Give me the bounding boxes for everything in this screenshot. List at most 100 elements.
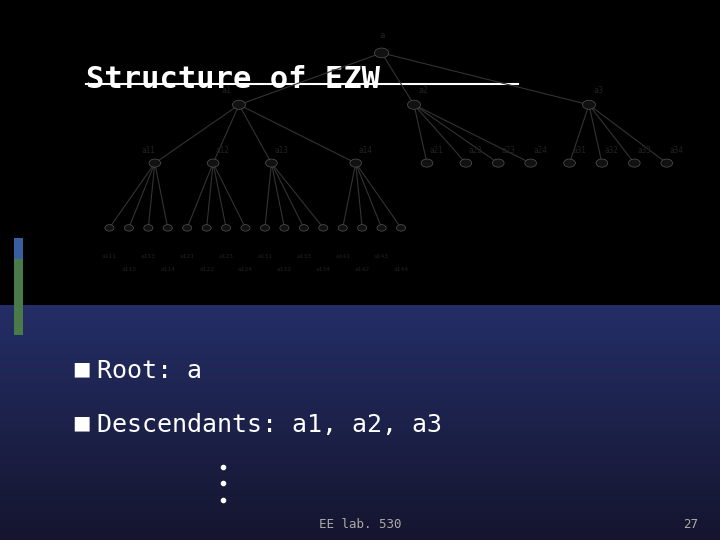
Text: a13: a13	[274, 146, 288, 155]
Bar	[0, 448, 720, 450]
Bar	[0, 389, 720, 392]
Bar	[0, 418, 720, 421]
Ellipse shape	[377, 225, 386, 231]
Bar	[0, 481, 720, 483]
Bar	[0, 495, 720, 497]
Bar	[0, 344, 720, 347]
Ellipse shape	[564, 159, 575, 167]
Bar	[0, 336, 720, 339]
Bar	[0, 422, 720, 425]
Bar	[0, 395, 720, 397]
Bar	[0, 372, 720, 374]
Bar	[0, 362, 720, 364]
Bar	[0, 317, 720, 320]
Bar	[0, 366, 720, 368]
Ellipse shape	[241, 225, 250, 231]
Bar	[0, 311, 720, 314]
Ellipse shape	[629, 159, 640, 167]
Bar	[0, 363, 720, 366]
Text: a14: a14	[359, 146, 372, 155]
Bar	[0, 315, 720, 318]
Bar	[0, 479, 720, 482]
Bar	[0, 500, 720, 503]
Bar	[0, 375, 720, 378]
Bar	[0, 438, 720, 441]
Bar	[0, 434, 720, 436]
Bar	[0, 449, 720, 452]
Bar	[0, 373, 720, 376]
Text: a31: a31	[572, 146, 586, 155]
Text: ■: ■	[72, 413, 91, 432]
Bar	[0, 477, 720, 480]
Bar	[0, 426, 720, 429]
Ellipse shape	[408, 100, 420, 109]
Bar	[0, 498, 720, 501]
Ellipse shape	[492, 159, 504, 167]
Ellipse shape	[280, 225, 289, 231]
Bar	[0, 403, 720, 406]
Text: a134: a134	[316, 267, 330, 272]
Bar	[0, 342, 720, 345]
Bar	[0, 530, 720, 532]
Text: a124: a124	[238, 267, 253, 272]
Bar	[0, 508, 720, 511]
Bar	[0, 451, 720, 454]
Text: a113: a113	[141, 254, 156, 259]
Bar	[0, 407, 720, 409]
Bar	[0, 328, 720, 331]
Text: a122: a122	[199, 267, 214, 272]
Bar	[0, 327, 720, 329]
Bar	[0, 519, 720, 522]
Text: Structure of EZW: Structure of EZW	[86, 65, 380, 94]
Bar	[0, 397, 720, 400]
Bar	[0, 387, 720, 390]
Text: a12: a12	[216, 146, 230, 155]
Bar	[0, 391, 720, 394]
Bar	[0, 424, 720, 427]
Bar	[0, 348, 720, 350]
Bar	[0, 484, 720, 487]
Bar	[0, 432, 720, 435]
Bar	[0, 352, 720, 355]
Text: a33: a33	[637, 146, 651, 155]
Bar	[0, 410, 720, 413]
Bar	[0, 483, 720, 485]
Text: a2: a2	[419, 86, 428, 95]
Text: a123: a123	[219, 254, 233, 259]
Bar	[0, 307, 720, 310]
Bar	[0, 346, 720, 349]
Bar	[0, 416, 720, 419]
Text: a111: a111	[102, 254, 117, 259]
Bar	[0, 492, 720, 495]
Text: a141: a141	[336, 254, 350, 259]
Text: a22: a22	[469, 146, 482, 155]
Bar	[0, 440, 720, 442]
Bar	[0, 414, 720, 417]
Bar	[0, 401, 720, 403]
Text: a144: a144	[394, 267, 408, 272]
Bar	[0, 313, 720, 315]
Text: Descendants: a1, a2, a3: Descendants: a1, a2, a3	[97, 413, 442, 437]
Bar	[0, 430, 720, 433]
Ellipse shape	[163, 225, 172, 231]
Ellipse shape	[233, 100, 246, 109]
Ellipse shape	[338, 225, 347, 231]
Bar	[0, 524, 720, 526]
Ellipse shape	[202, 225, 211, 231]
Bar	[0, 377, 720, 380]
Ellipse shape	[149, 159, 161, 167]
Bar	[0, 379, 720, 382]
Ellipse shape	[183, 225, 192, 231]
Ellipse shape	[144, 225, 153, 231]
Text: a21: a21	[430, 146, 444, 155]
Bar	[0, 444, 720, 447]
Bar	[0, 381, 720, 384]
Bar	[0, 393, 720, 396]
Bar	[0, 325, 720, 327]
Ellipse shape	[300, 225, 308, 231]
Bar	[0, 420, 720, 423]
Bar	[0, 504, 720, 507]
Ellipse shape	[582, 100, 595, 109]
Bar	[0, 461, 720, 464]
Ellipse shape	[421, 159, 433, 167]
